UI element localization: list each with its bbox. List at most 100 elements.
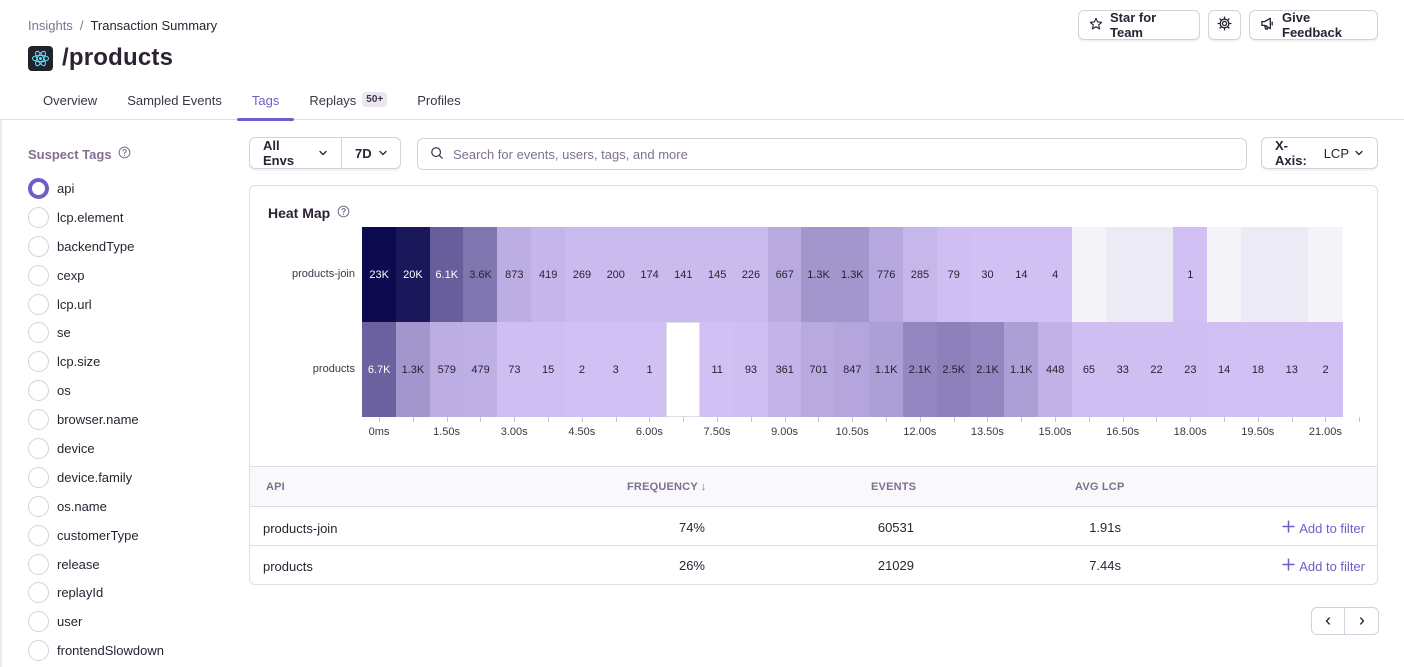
heat-map-cell[interactable]: 30	[970, 227, 1005, 322]
radio-button[interactable]	[28, 466, 49, 488]
breadcrumb-insights[interactable]: Insights	[28, 18, 73, 33]
heat-map-cell[interactable]: 1	[632, 322, 667, 417]
heat-map-cell[interactable]: 2	[1308, 322, 1343, 417]
tab-tags[interactable]: Tags	[236, 84, 295, 121]
heat-map-cell[interactable]: 20K	[395, 227, 431, 322]
radio-button[interactable]	[28, 495, 49, 517]
heat-map-cell[interactable]: 79	[936, 227, 971, 322]
radio-button[interactable]	[28, 437, 49, 459]
radio-button[interactable]	[28, 206, 49, 228]
heat-map-cell[interactable]: 3	[598, 322, 633, 417]
suspect-tag-option[interactable]: device	[28, 434, 164, 463]
x-axis-dropdown[interactable]: X-Axis: LCP	[1261, 137, 1378, 169]
radio-button[interactable]	[28, 553, 49, 575]
question-icon[interactable]	[337, 205, 350, 221]
radio-button[interactable]	[28, 582, 49, 604]
suspect-tag-option[interactable]: frontendSlowdown	[28, 636, 164, 665]
heat-map-cell[interactable]: 226	[733, 227, 769, 322]
heat-map-cell[interactable]: 361	[767, 322, 802, 417]
give-feedback-button[interactable]: Give Feedback	[1249, 10, 1378, 40]
heat-map-cell[interactable]: 1.3K	[395, 322, 431, 417]
radio-button[interactable]	[28, 611, 49, 633]
heat-map-cell[interactable]: 269	[564, 227, 600, 322]
heat-map-cell[interactable]: 65	[1071, 322, 1107, 417]
heat-map-cell[interactable]: 419	[531, 227, 566, 322]
suspect-tag-option[interactable]: api	[28, 174, 164, 203]
radio-button[interactable]	[28, 409, 49, 431]
tab-replays[interactable]: Replays 50+	[294, 84, 402, 120]
heat-map-cell[interactable]	[1308, 227, 1343, 322]
next-page-button[interactable]	[1345, 607, 1379, 635]
suspect-tag-option[interactable]: replayId	[28, 578, 164, 607]
heat-map-cell[interactable]: 479	[463, 322, 498, 417]
heat-map-cell[interactable]: 14	[1004, 227, 1039, 322]
radio-button[interactable]	[28, 264, 49, 286]
star-for-team-button[interactable]: Star for Team	[1078, 10, 1200, 40]
radio-button[interactable]	[28, 380, 49, 402]
heat-map-cell[interactable]: 200	[598, 227, 633, 322]
search-input[interactable]: Search for events, users, tags, and more	[417, 138, 1247, 170]
heat-map-cell[interactable]	[1139, 227, 1174, 322]
suspect-tag-option[interactable]: device.family	[28, 463, 164, 492]
heat-map-cell[interactable]: 11	[700, 322, 735, 417]
heat-map-cell[interactable]: 14	[1207, 322, 1242, 417]
question-icon[interactable]	[118, 146, 131, 162]
settings-button[interactable]	[1208, 10, 1241, 40]
heat-map-cell[interactable]: 2.1K	[970, 322, 1005, 417]
heat-map-cell[interactable]: 141	[666, 227, 701, 322]
radio-button[interactable]	[28, 293, 49, 315]
heat-map-cell[interactable]: 6.1K	[429, 227, 464, 322]
heat-map-cell[interactable]: 6.7K	[362, 322, 397, 417]
heat-map-cell[interactable]: 2.1K	[902, 322, 938, 417]
suspect-tag-option[interactable]: os.name	[28, 492, 164, 521]
heat-map-cell[interactable]: 23	[1173, 322, 1208, 417]
heat-map-cell[interactable]: 873	[497, 227, 532, 322]
radio-button[interactable]	[28, 322, 49, 344]
suspect-tag-option[interactable]: backendType	[28, 232, 164, 261]
heat-map-cell[interactable]: 2.5K	[936, 322, 971, 417]
heat-map-cell[interactable]: 285	[902, 227, 938, 322]
heat-map-cell[interactable]: 847	[835, 322, 870, 417]
heat-map-cell[interactable]	[1274, 227, 1309, 322]
column-header-avg-lcp[interactable]: AVG LCP	[1075, 481, 1125, 493]
heat-map-cell[interactable]: 1.1K	[1004, 322, 1039, 417]
radio-button[interactable]	[28, 177, 49, 199]
heat-map-cell[interactable]	[1105, 227, 1140, 322]
heat-map-cell[interactable]	[666, 322, 701, 417]
heat-map-cell[interactable]: 22	[1139, 322, 1174, 417]
radio-button[interactable]	[28, 351, 49, 373]
add-to-filter-button[interactable]: Add to filter	[1282, 520, 1365, 536]
heat-map-cell[interactable]: 23K	[362, 227, 397, 322]
column-header-events[interactable]: EVENTS	[871, 481, 917, 493]
tab-overview[interactable]: Overview	[28, 84, 112, 120]
heat-map-cell[interactable]: 18	[1240, 322, 1276, 417]
radio-button[interactable]	[28, 235, 49, 257]
heat-map-cell[interactable]	[1207, 227, 1242, 322]
suspect-tag-option[interactable]: lcp.url	[28, 290, 164, 319]
heat-map-cell[interactable]: 4	[1038, 227, 1073, 322]
heat-map-cell[interactable]: 13	[1274, 322, 1309, 417]
heat-map-cell[interactable]: 174	[632, 227, 667, 322]
heat-map-cell[interactable]	[1240, 227, 1276, 322]
radio-button[interactable]	[28, 524, 49, 546]
suspect-tag-option[interactable]: user	[28, 607, 164, 636]
heat-map-cell[interactable]: 145	[700, 227, 735, 322]
heat-map-cell[interactable]: 667	[767, 227, 802, 322]
heat-map-cell[interactable]	[1071, 227, 1107, 322]
radio-button[interactable]	[28, 640, 49, 662]
suspect-tag-option[interactable]: browser.name	[28, 405, 164, 434]
suspect-tag-option[interactable]: se	[28, 318, 164, 347]
heat-map-cell[interactable]: 2	[564, 322, 600, 417]
suspect-tag-option[interactable]: customerType	[28, 521, 164, 550]
tab-sampled-events[interactable]: Sampled Events	[112, 84, 237, 120]
tab-profiles[interactable]: Profiles	[402, 84, 475, 120]
period-dropdown[interactable]: 7D	[342, 137, 401, 169]
suspect-tag-option[interactable]: cexp	[28, 261, 164, 290]
column-header-api[interactable]: API	[266, 481, 285, 493]
heat-map-cell[interactable]: 776	[869, 227, 904, 322]
previous-page-button[interactable]	[1311, 607, 1345, 635]
column-header-frequency[interactable]: FREQUENCY ↓	[627, 481, 707, 493]
add-to-filter-button[interactable]: Add to filter	[1282, 558, 1365, 574]
heat-map-cell[interactable]: 1.1K	[869, 322, 904, 417]
heat-map-cell[interactable]: 1.3K	[801, 227, 836, 322]
